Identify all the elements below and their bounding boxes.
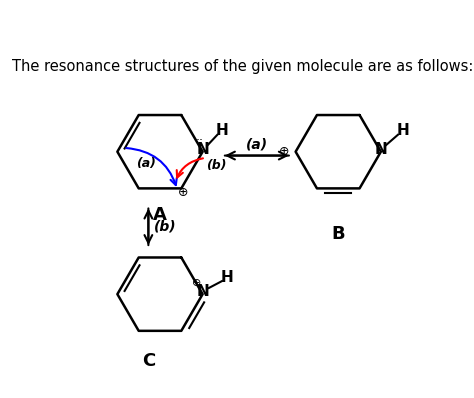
Text: N: N (196, 284, 209, 299)
Text: ··: ·· (195, 135, 203, 147)
Text: ⊕: ⊕ (178, 186, 188, 199)
Text: The resonance structures of the given molecule are as follows:: The resonance structures of the given mo… (12, 59, 474, 74)
Text: B: B (331, 225, 345, 243)
Text: ⊕: ⊕ (279, 145, 289, 158)
Text: (a): (a) (246, 138, 268, 152)
Text: ⊕: ⊕ (192, 278, 201, 289)
Text: N: N (196, 142, 209, 157)
Text: N: N (374, 142, 387, 157)
Text: A: A (153, 206, 167, 224)
Text: (b): (b) (206, 159, 227, 172)
Text: H: H (221, 270, 234, 285)
Text: (a): (a) (136, 157, 156, 170)
Text: (b): (b) (154, 220, 177, 234)
Text: H: H (216, 123, 228, 138)
Text: H: H (396, 123, 409, 138)
Text: C: C (142, 352, 155, 370)
